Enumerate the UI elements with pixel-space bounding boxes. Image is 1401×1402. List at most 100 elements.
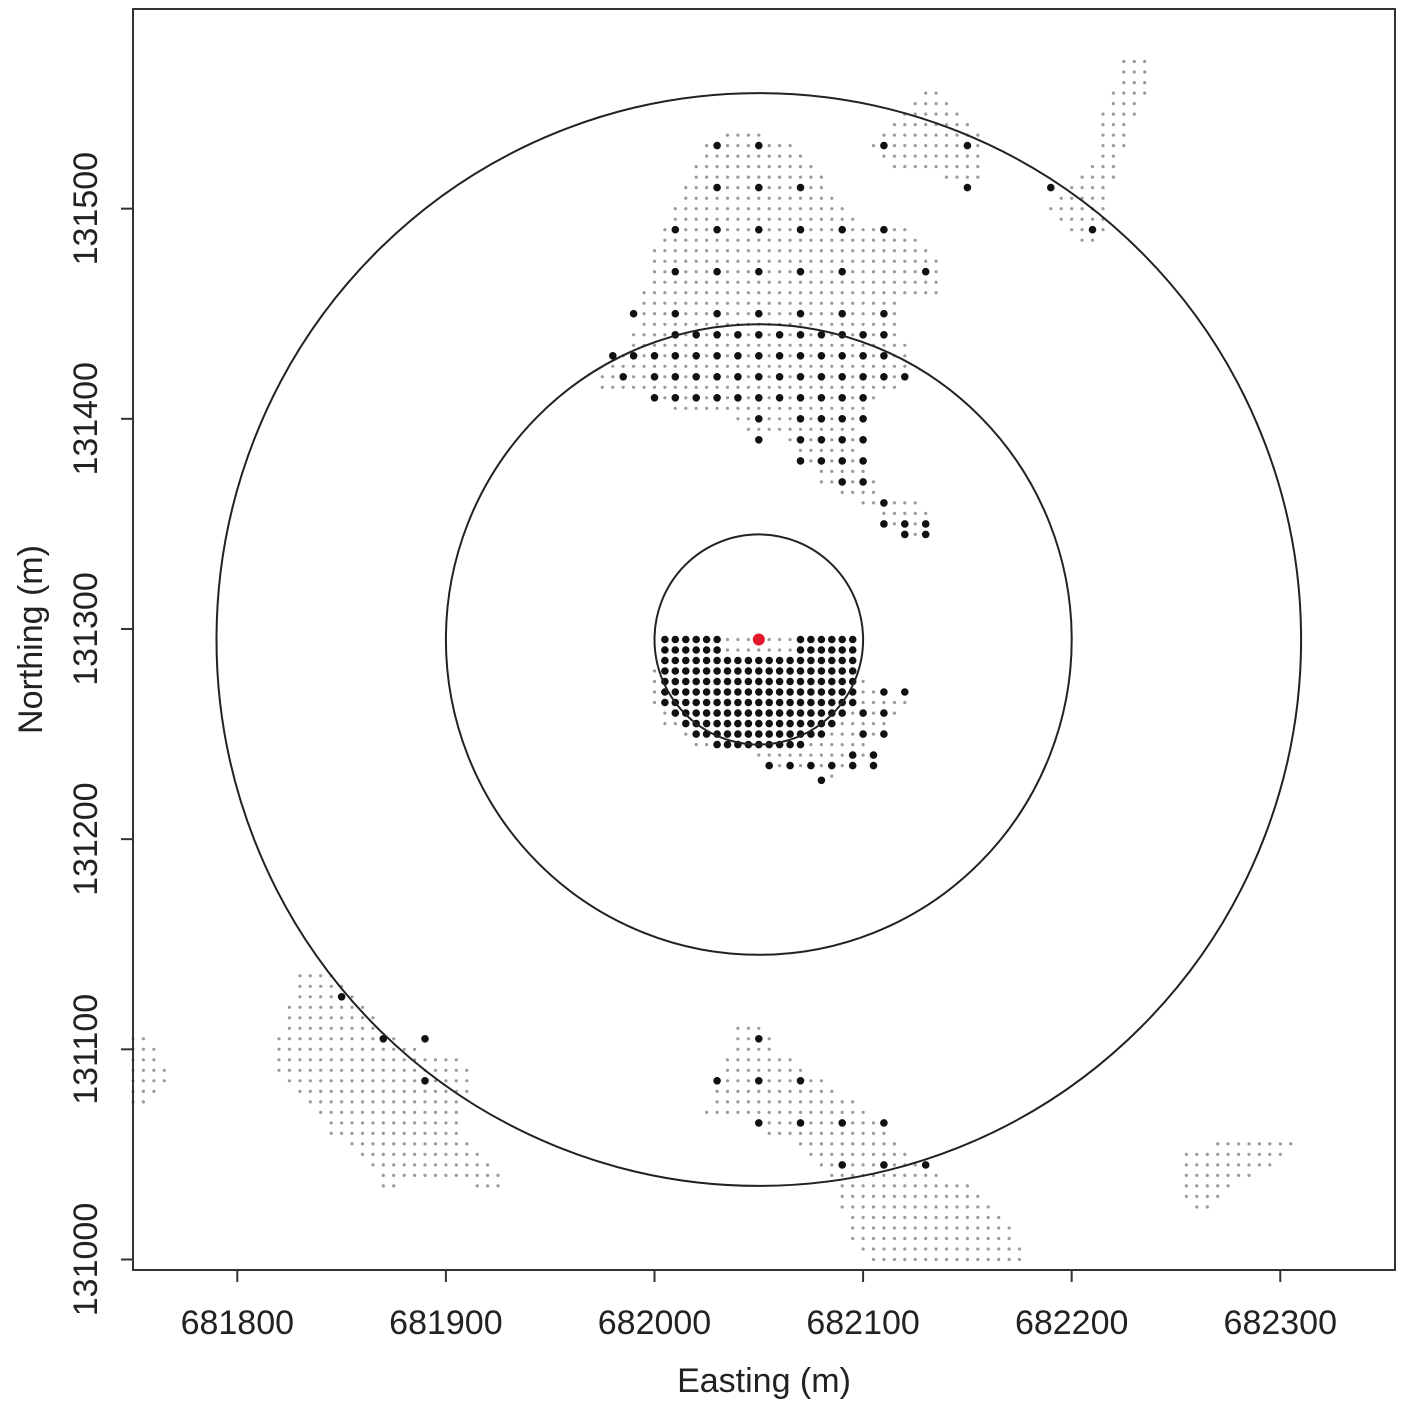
sampled-point (848, 761, 857, 770)
background-cell (798, 238, 803, 242)
background-cell (413, 1079, 417, 1083)
background-cell (882, 1247, 886, 1251)
background-cell (778, 764, 782, 768)
sampled-point (682, 698, 690, 707)
background-cell (329, 1026, 333, 1030)
background-cell (903, 1215, 907, 1220)
background-cell (705, 144, 709, 148)
sampled-point (692, 667, 700, 675)
background-cell (329, 1121, 333, 1125)
background-cell (788, 406, 792, 410)
background-cell (746, 1089, 751, 1093)
background-cell (851, 1131, 855, 1135)
background-cell (882, 1184, 886, 1188)
buffer-circles-layer (215, 92, 1303, 1187)
background-cell (684, 291, 688, 295)
background-cell (350, 1110, 354, 1114)
background-cell (725, 396, 730, 400)
background-cell (851, 217, 855, 221)
background-cell (871, 1215, 876, 1220)
sampled-point (734, 667, 742, 675)
background-cell (736, 144, 740, 148)
background-cell (861, 743, 865, 747)
background-cell (433, 1058, 438, 1062)
background-cell (965, 1215, 970, 1220)
sampled-point (755, 331, 763, 339)
background-cell (840, 217, 844, 221)
background-cell (851, 743, 855, 747)
background-cell (924, 123, 928, 127)
background-cell (725, 291, 730, 295)
sampled-point (838, 667, 846, 675)
background-cell (851, 270, 855, 274)
background-cell (851, 396, 855, 400)
sampled-point (817, 656, 826, 665)
background-cell (392, 1142, 396, 1146)
sampled-point (713, 331, 721, 339)
background-cell (1070, 228, 1074, 232)
background-cell (1007, 1257, 1011, 1262)
background-cell (819, 343, 824, 347)
background-cell (830, 196, 834, 200)
background-cell (819, 1100, 824, 1104)
background-cell (861, 1152, 865, 1156)
background-cell (965, 1247, 970, 1251)
background-cell (746, 301, 751, 305)
background-cell (798, 322, 803, 326)
background-cell (684, 259, 688, 263)
background-cell (976, 1257, 980, 1262)
background-cell (851, 438, 855, 442)
background-cell (402, 1163, 406, 1167)
background-cell (767, 396, 771, 400)
sampled-point (765, 688, 773, 696)
background-cell (381, 1068, 385, 1072)
sampled-point (796, 635, 805, 644)
background-cell (809, 354, 813, 358)
background-cell (736, 648, 740, 652)
background-cell (746, 637, 751, 642)
sampled-point (817, 730, 826, 738)
background-cell (673, 385, 677, 389)
background-cell (705, 322, 709, 326)
background-cell (413, 1100, 417, 1104)
background-cell (725, 186, 730, 190)
sampled-point (880, 730, 888, 738)
background-cell (757, 427, 761, 431)
y-axis-title: Northing (m) (12, 545, 50, 734)
background-cell (705, 312, 709, 316)
background-cell (475, 1163, 479, 1167)
background-cell (454, 1068, 458, 1072)
background-cell (965, 1236, 970, 1241)
background-cell (913, 1257, 917, 1262)
background-cell (298, 1047, 302, 1051)
background-cell (360, 1079, 365, 1083)
background-cell (141, 1047, 145, 1051)
background-cell (809, 1121, 813, 1125)
sampled-point (838, 309, 846, 318)
background-cell (746, 312, 751, 316)
background-cell (340, 1089, 344, 1093)
background-cell (819, 259, 824, 263)
background-cell (913, 1236, 917, 1241)
sampled-point (775, 373, 784, 381)
background-cell (413, 1163, 417, 1167)
background-cell (830, 406, 834, 410)
sampled-point (755, 183, 763, 192)
background-cell (350, 1068, 354, 1072)
sampled-point (713, 352, 721, 360)
background-cell (444, 1152, 448, 1156)
sampled-point (796, 352, 805, 360)
background-cell (1101, 165, 1105, 169)
background-cell (840, 469, 844, 473)
background-cell (736, 1047, 740, 1051)
background-cell (308, 1089, 312, 1093)
background-cell (1205, 1205, 1209, 1209)
sampled-point (817, 415, 826, 423)
y-tick-label: 131500 (67, 152, 105, 265)
background-cell (944, 112, 949, 116)
background-cell (934, 259, 938, 263)
background-cell (1143, 59, 1147, 64)
background-cell (152, 1058, 156, 1062)
sampled-point (744, 688, 753, 696)
sampled-point (848, 667, 857, 675)
